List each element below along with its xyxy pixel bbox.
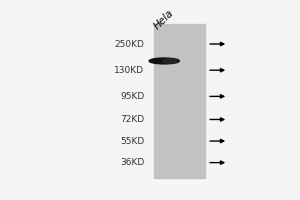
Ellipse shape <box>163 59 177 63</box>
Bar <box>154 24 205 178</box>
Text: 130KD: 130KD <box>115 66 145 75</box>
Text: 250KD: 250KD <box>115 40 145 49</box>
Text: 36KD: 36KD <box>120 158 145 167</box>
Text: 72KD: 72KD <box>120 115 145 124</box>
Text: Hela: Hela <box>152 8 176 32</box>
Text: 55KD: 55KD <box>120 137 145 146</box>
Ellipse shape <box>149 58 179 64</box>
Text: 95KD: 95KD <box>120 92 145 101</box>
